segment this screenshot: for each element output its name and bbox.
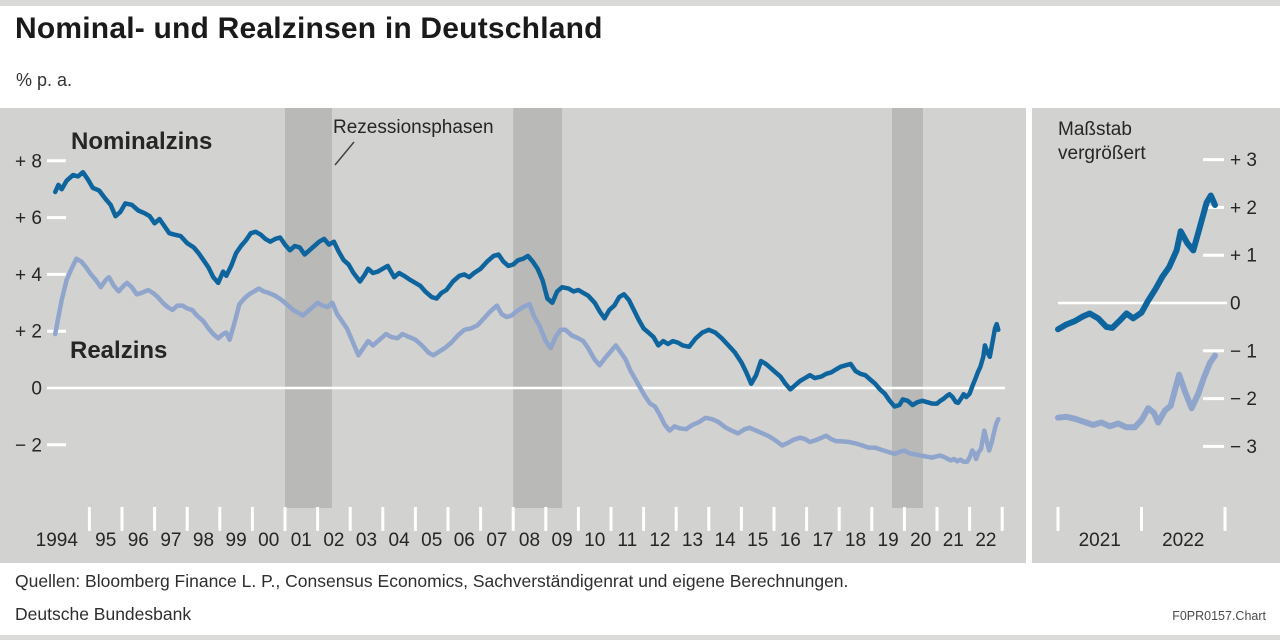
chart-id: F0PR0157.Chart (1172, 609, 1266, 623)
x-tick-label: 1994 (36, 530, 79, 551)
x-tick-label: 08 (519, 530, 540, 551)
series-realzins (1055, 352, 1218, 431)
x-tick-label: 00 (258, 530, 279, 551)
x-tick-label: 05 (421, 530, 442, 551)
x-tick-label: 97 (160, 530, 181, 551)
y-tick-label: + 8 (15, 151, 42, 172)
y-tick-label: − 2 (15, 435, 42, 456)
x-tick-label: 01 (291, 530, 312, 551)
main-chart-canvas: + 8 + 6 + 4 + 2 0 − 2 1994 95 96 97 98 99 00 01 02 03 04… (15, 108, 1005, 551)
inset-chart-canvas: + 3 + 2 + 1 0 − 1 − 2 − 3 2021 2022 (1055, 150, 1257, 551)
y-tick-label: + 1 (1230, 246, 1257, 267)
y-tick-label: − 2 (1230, 389, 1257, 410)
x-tick-label: 04 (389, 530, 411, 551)
y-tick-label: − 1 (1230, 341, 1257, 362)
x-tick-label: 15 (747, 530, 768, 551)
x-tick-label: 07 (486, 530, 507, 551)
series-nominalzins (1055, 192, 1218, 333)
x-tick-label: 06 (454, 530, 475, 551)
unit-label: % p. a. (16, 70, 73, 90)
x-tick-label: 14 (715, 530, 737, 551)
x-tick-label: 2022 (1162, 530, 1204, 551)
inset-chart-panel: + 3 + 2 + 1 0 − 1 − 2 − 3 2021 2022 Maßstab verg… (1032, 108, 1280, 563)
institution-label: Deutsche Bundesbank (15, 604, 192, 624)
y-tick-label: 0 (1230, 294, 1241, 315)
y-tick-label: 0 (31, 379, 42, 400)
recession-annotation-line (334, 141, 355, 166)
main-chart-panel: + 8 + 6 + 4 + 2 0 − 2 1994 95 96 97 98 99 00 01 02 03 04… (0, 108, 1026, 563)
recession-annotation-label: Rezessionsphasen (333, 117, 494, 138)
x-tick-label: 96 (128, 530, 149, 551)
x-tick-label: 18 (845, 530, 866, 551)
x-tick-label: 21 (943, 530, 964, 551)
y-tick-label: − 3 (1230, 437, 1257, 458)
y-tick-label: + 2 (1230, 198, 1257, 219)
x-tick-label: 11 (617, 530, 637, 551)
top-border (0, 0, 1280, 6)
y-tick-label: + 4 (15, 265, 42, 286)
x-tick-label: 09 (552, 530, 573, 551)
sources-line: Quellen: Bloomberg Finance L. P., Consen… (15, 571, 849, 591)
x-tick-label: 16 (780, 530, 801, 551)
x-tick-label: 98 (193, 530, 214, 551)
y-tick-label: + 2 (15, 322, 42, 343)
inset-title: Maßstab vergrößert (1058, 119, 1146, 164)
y-tick-label: + 3 (1230, 150, 1257, 171)
x-tick-label: 10 (584, 530, 605, 551)
bottom-border (0, 635, 1280, 640)
y-tick-label: + 6 (15, 208, 42, 229)
x-tick-label: 03 (356, 530, 377, 551)
x-tick-label: 99 (226, 530, 247, 551)
x-tick-label: 02 (323, 530, 344, 551)
x-tick-label: 12 (649, 530, 670, 551)
series-nominalzins (52, 169, 1001, 409)
x-tick-label: 22 (975, 530, 996, 551)
real-series-label: Realzins (70, 337, 168, 364)
x-tick-label: 95 (95, 530, 116, 551)
recession-band (892, 108, 923, 508)
nominal-series-label: Nominalzins (71, 128, 213, 155)
page-title: Nominal- und Realzinsen in Deutschland (15, 12, 603, 45)
series-realzins (52, 256, 1001, 465)
x-tick-label: 13 (682, 530, 703, 551)
x-tick-label: 19 (878, 530, 899, 551)
x-tick-label: 17 (812, 530, 833, 551)
x-tick-label: 2021 (1079, 530, 1121, 551)
x-tick-label: 20 (910, 530, 931, 551)
